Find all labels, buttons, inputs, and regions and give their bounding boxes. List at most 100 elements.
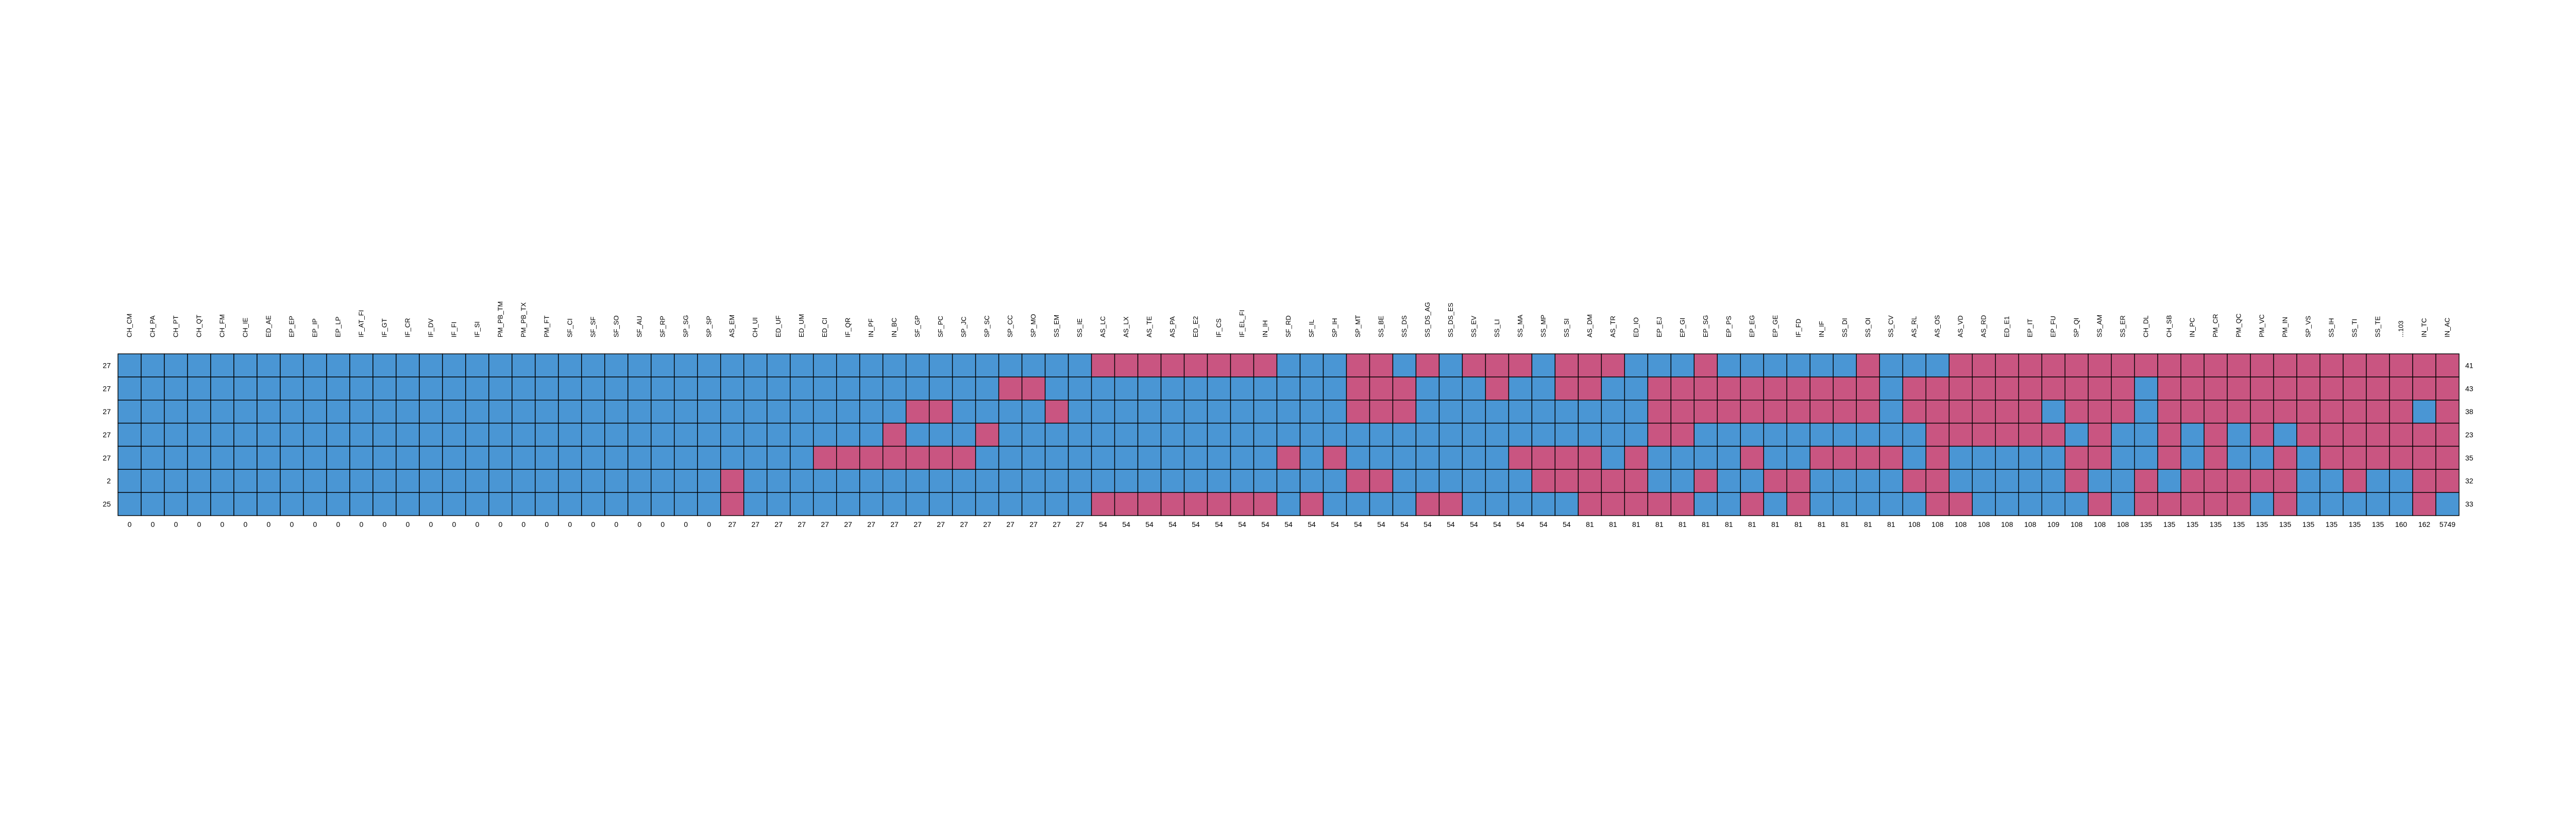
heatmap-cell xyxy=(349,492,374,516)
heatmap-cell xyxy=(2018,400,2042,424)
heatmap-cell xyxy=(372,400,397,424)
heatmap-cell xyxy=(1740,377,1765,401)
column-total-label: 0 xyxy=(221,520,225,528)
heatmap-cell xyxy=(1879,446,1903,470)
heatmap-cell xyxy=(349,353,374,378)
heatmap-cell xyxy=(2389,353,2413,378)
heatmap-cell xyxy=(882,353,907,378)
column-total-label: 160 xyxy=(2395,520,2408,528)
column-total-label: 54 xyxy=(1192,520,1200,528)
column-total-label: 54 xyxy=(1215,520,1223,528)
heatmap-cell xyxy=(882,469,907,493)
heatmap-cell xyxy=(2088,469,2112,493)
heatmap-cell xyxy=(1786,446,1810,470)
heatmap-cell xyxy=(2157,377,2181,401)
heatmap-cell xyxy=(303,400,327,424)
heatmap-cell xyxy=(1253,377,1278,401)
heatmap-cell xyxy=(1531,400,1556,424)
column-label: IF_DV xyxy=(427,318,434,337)
heatmap-cell xyxy=(743,422,768,447)
heatmap-cell xyxy=(1276,353,1301,378)
heatmap-cell xyxy=(1392,422,1417,447)
heatmap-cell xyxy=(2227,422,2251,447)
heatmap-cell xyxy=(233,469,258,493)
column-label: ED_UF xyxy=(774,315,782,337)
heatmap-cell xyxy=(581,377,605,401)
column-total-label: 0 xyxy=(290,520,294,528)
column-label: PM_QC xyxy=(2235,314,2243,337)
heatmap-cell xyxy=(1554,422,1579,447)
heatmap-cell xyxy=(2412,469,2436,493)
heatmap-cell xyxy=(535,377,559,401)
heatmap-cell xyxy=(1091,400,1115,424)
heatmap-cell xyxy=(998,492,1023,516)
heatmap-cell xyxy=(488,446,513,470)
heatmap-cell xyxy=(2273,446,2297,470)
column-label: SF_RD xyxy=(1284,315,1292,337)
heatmap-cell xyxy=(1114,353,1139,378)
column-label: SS_MP xyxy=(1539,315,1547,337)
heatmap-cell xyxy=(210,400,234,424)
heatmap-cell xyxy=(1879,492,1903,516)
heatmap-cell xyxy=(1346,492,1370,516)
heatmap-cell xyxy=(2389,492,2413,516)
column-total-label: 27 xyxy=(751,520,759,528)
heatmap-cell xyxy=(2296,492,2320,516)
heatmap-cell xyxy=(2389,446,2413,470)
heatmap-cell xyxy=(2227,377,2251,401)
column-label: SF_CI xyxy=(566,318,573,337)
heatmap-cell xyxy=(836,377,860,401)
heatmap-cell xyxy=(1531,353,1556,378)
heatmap-cell xyxy=(2319,377,2344,401)
heatmap-cell xyxy=(674,446,698,470)
column-total-label: 5749 xyxy=(2439,520,2455,528)
column-total-label: 54 xyxy=(1168,520,1177,528)
heatmap-cell xyxy=(1902,469,1926,493)
column-label: SS_SI xyxy=(1563,318,1570,337)
heatmap-cell xyxy=(1044,377,1069,401)
heatmap-cell xyxy=(1925,377,1950,401)
heatmap-cell xyxy=(1299,469,1324,493)
heatmap-cell xyxy=(1044,353,1069,378)
heatmap-cell xyxy=(1879,377,1903,401)
heatmap-cell xyxy=(1137,422,1162,447)
column-total-label: 135 xyxy=(2187,520,2199,528)
heatmap-cell xyxy=(210,353,234,378)
heatmap-cell xyxy=(743,492,768,516)
heatmap-cell xyxy=(2180,377,2205,401)
heatmap-cell xyxy=(2180,492,2205,516)
heatmap-cell xyxy=(1207,492,1231,516)
heatmap-cell xyxy=(1253,422,1278,447)
heatmap-cell xyxy=(1392,492,1417,516)
heatmap-cell xyxy=(233,446,258,470)
column-total-label: 54 xyxy=(1563,520,1571,528)
heatmap-cell xyxy=(1230,377,1255,401)
heatmap-cell xyxy=(2435,400,2460,424)
heatmap-cell xyxy=(2412,492,2436,516)
heatmap-cell xyxy=(581,400,605,424)
row-left-label: 25 xyxy=(103,500,111,508)
heatmap-cell xyxy=(743,469,768,493)
heatmap-cell xyxy=(257,422,281,447)
heatmap-cell xyxy=(1601,400,1625,424)
heatmap-cell xyxy=(651,400,675,424)
heatmap-cell xyxy=(2273,377,2297,401)
heatmap-cell xyxy=(767,353,791,378)
heatmap-cell xyxy=(1485,469,1510,493)
heatmap-cell xyxy=(1693,377,1718,401)
heatmap-cell xyxy=(1253,492,1278,516)
heatmap-cell xyxy=(512,377,536,401)
column-total-label: 108 xyxy=(1955,520,1967,528)
heatmap-cell xyxy=(905,446,930,470)
heatmap-cell xyxy=(674,422,698,447)
heatmap-cell xyxy=(859,469,884,493)
heatmap-cell xyxy=(280,492,304,516)
column-total-label: 135 xyxy=(2163,520,2176,528)
column-label: PM_PB_TM xyxy=(496,301,504,337)
heatmap-cell xyxy=(1786,400,1810,424)
heatmap-cell xyxy=(1044,446,1069,470)
heatmap-cell xyxy=(1670,353,1695,378)
heatmap-cell xyxy=(859,422,884,447)
heatmap-cell xyxy=(1230,469,1255,493)
heatmap-cell xyxy=(2180,422,2205,447)
